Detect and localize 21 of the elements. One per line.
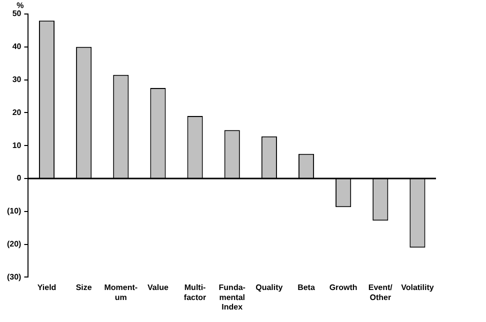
x-tick-label: Size	[76, 283, 92, 292]
y-tick-label: (20)	[6, 240, 22, 249]
x-tick-label: Growth	[329, 283, 358, 292]
y-tick-label: (30)	[6, 272, 22, 282]
y-tick-label: 0	[16, 174, 22, 183]
x-tick-label: Value	[148, 283, 169, 292]
x-tick-label: Volatility	[401, 283, 434, 292]
y-tick-label: 20	[12, 108, 22, 117]
y-tick-label: (10)	[6, 206, 22, 216]
x-tick-label: Beta	[298, 283, 316, 292]
y-tick-label: 30	[12, 75, 22, 84]
x-tick-label: Moment- um	[104, 283, 138, 302]
x-tick-label: Yield	[37, 283, 56, 292]
x-tick-label: Event/ Other	[368, 283, 394, 302]
y-axis-title: %	[16, 1, 24, 10]
y-tick-label: 10	[12, 140, 22, 150]
y-tick-label: 40	[12, 42, 22, 52]
x-tick-label: Quality	[256, 283, 284, 292]
x-tick-label: Funda- mental Index	[218, 283, 246, 312]
y-tick-label: 50	[12, 9, 22, 18]
x-tick-label: Multi- factor	[184, 283, 206, 302]
